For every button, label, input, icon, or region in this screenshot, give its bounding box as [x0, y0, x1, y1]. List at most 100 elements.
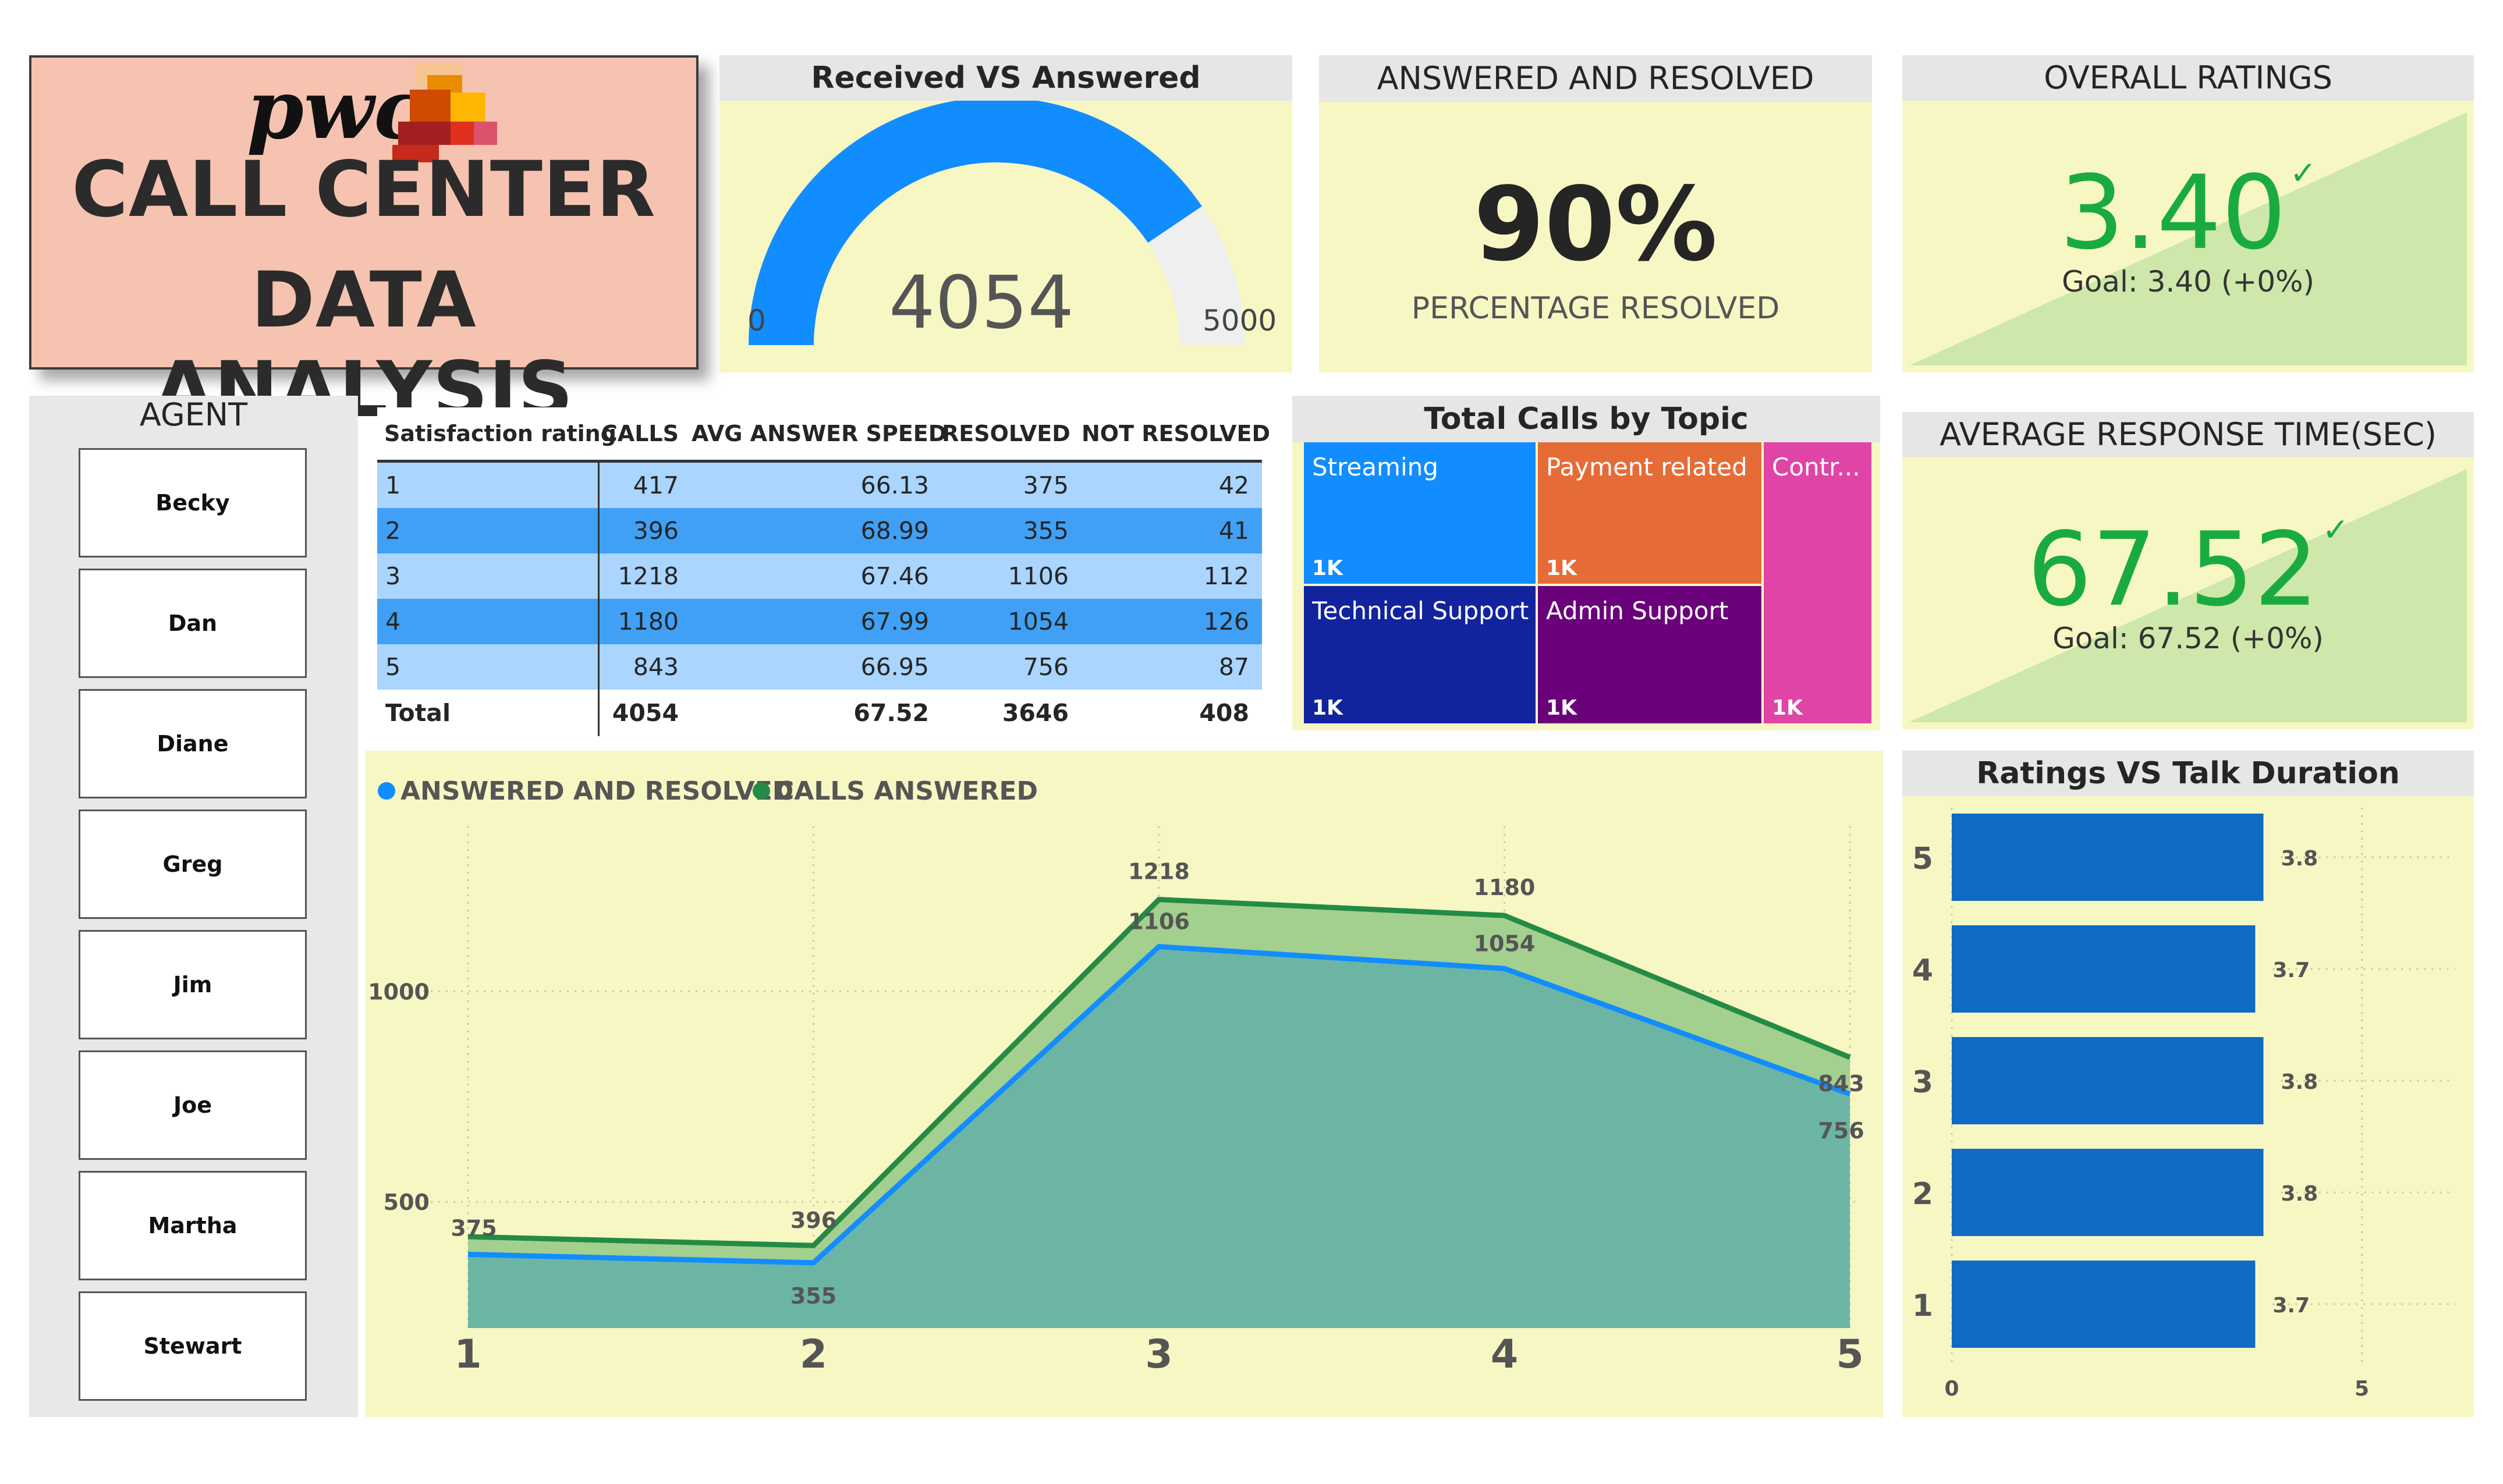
table-cell: 4054 [598, 690, 692, 736]
rating-bar[interactable] [1952, 1261, 2256, 1348]
x-tick-label: 0 [1944, 1377, 1959, 1401]
column-header[interactable]: AVG ANSWER SPEED [692, 407, 946, 463]
rating-bar[interactable] [1952, 1149, 2264, 1236]
pwc-logo-blocks-icon [392, 63, 497, 162]
gauge-fill [749, 101, 1202, 346]
x-tick-label: 1 [454, 1332, 481, 1378]
table-row: 1 417 66.13 375 42 [377, 461, 1262, 508]
treemap-tile-label: Streaming [1312, 453, 1438, 481]
table-cell: 3 [377, 553, 600, 599]
treemap-tile-streaming[interactable]: Streaming 1K [1304, 442, 1536, 584]
treemap-tile-value: 1K [1546, 696, 1577, 720]
column-header[interactable]: RESOLVED [942, 407, 1082, 463]
overall-ratings-number: 3.40 [2059, 154, 2286, 272]
agent-slicer: AGENT Becky Dan Diane Greg Jim Joe Marth… [29, 396, 358, 1417]
treemap-tile-admin[interactable]: Admin Support 1K [1538, 586, 1761, 723]
percentage-resolved-value: 90% [1473, 166, 1718, 284]
table-cell: 42 [1082, 461, 1262, 508]
table-cell: 355 [942, 508, 1082, 553]
agent-button-diane[interactable]: Diane [79, 689, 307, 798]
table-cell: 66.13 [692, 461, 942, 508]
y-tick-label: 2 [1912, 1177, 1933, 1212]
treemap-tile-value: 1K [1546, 556, 1577, 580]
treemap-tile-contract[interactable]: Contr... 1K [1764, 442, 1871, 723]
table-cell: 1106 [942, 553, 1082, 599]
table-cell: 5 [377, 644, 600, 690]
table-row: 2 396 68.99 355 41 [377, 508, 1262, 553]
y-tick-label: 500 [384, 1190, 430, 1215]
table-cell: 4 [377, 599, 600, 644]
x-tick-label: 5 [1836, 1332, 1863, 1378]
avg-response-title: AVERAGE RESPONSE TIME(SEC) [1902, 412, 2474, 457]
treemap-tile-payment[interactable]: Payment related 1K [1538, 442, 1761, 584]
table-cell: 1218 [598, 553, 692, 599]
table-cell: 417 [598, 461, 692, 508]
overall-ratings-card: OVERALL RATINGS 3.40 ✓ Goal: 3.40 (+0%) [1902, 55, 2474, 372]
rating-bar[interactable] [1952, 814, 2264, 901]
data-label-calls: 1218 [1128, 859, 1190, 885]
agent-button-stewart[interactable]: Stewart [79, 1291, 307, 1401]
column-header[interactable]: CALLS [598, 407, 692, 463]
column-header[interactable]: Satisfaction rating [377, 407, 616, 463]
table-cell: 67.52 [692, 690, 942, 736]
overall-ratings-title: OVERALL RATINGS [1902, 55, 2474, 101]
table-cell: 41 [1082, 508, 1262, 553]
treemap-tile-technical[interactable]: Technical Support 1K [1304, 586, 1536, 723]
overall-ratings-value: 3.40 ✓ [1902, 154, 2474, 272]
treemap-tile-value: 1K [1312, 696, 1343, 720]
table-cell: 756 [942, 644, 1082, 690]
ratings-bar-chart: 0 5 5 3.8 4 3.7 3 3.8 2 3.8 1 3.7 [1912, 808, 2455, 1401]
rating-bar[interactable] [1952, 925, 2256, 1013]
agent-button-becky[interactable]: Becky [79, 448, 307, 558]
ratings-talk-panel: Ratings VS Talk Duration 0 5 5 3.8 4 3.7 3 3.8 2… [1902, 751, 2474, 1417]
gauge-chart: 0 5000 4054 [747, 101, 1277, 346]
bar-value-label: 3.8 [2281, 1070, 2318, 1094]
agent-button-dan[interactable]: Dan [79, 569, 307, 678]
area-answered-resolved [468, 946, 1850, 1328]
table-cell: 843 [598, 644, 692, 690]
y-tick-label: 5 [1912, 842, 1933, 876]
data-label-resolved: 1054 [1474, 931, 1536, 956]
data-label-resolved: 375 [451, 1215, 497, 1241]
line-calls-answered [467, 897, 1851, 1248]
table-cell: 1054 [942, 599, 1082, 644]
answered-resolved-title: ANSWERED AND RESOLVED [1319, 55, 1872, 102]
percentage-resolved-label: PERCENTAGE RESOLVED [1411, 291, 1780, 326]
trend-triangle [1909, 469, 2467, 722]
avg-response-goal: Goal: 67.52 (+0%) [2052, 622, 2324, 655]
avg-response-number: 67.52 [2027, 511, 2319, 629]
agent-button-jim[interactable]: Jim [79, 930, 307, 1039]
table-cell: 87 [1082, 644, 1262, 690]
table-cell: 375 [942, 461, 1082, 508]
table-cell: 126 [1082, 599, 1262, 644]
bar-value-label: 3.7 [2272, 958, 2310, 982]
table-cell: 67.46 [692, 553, 942, 599]
table-cell: 408 [1082, 690, 1262, 736]
treemap-tile-value: 1K [1772, 696, 1803, 720]
gauge-title: Received VS Answered [719, 55, 1292, 101]
agent-button-martha[interactable]: Martha [79, 1171, 307, 1280]
bar-value-label: 3.8 [2281, 1182, 2318, 1206]
data-label-resolved: 756 [1818, 1118, 1864, 1144]
x-tick-label: 3 [1145, 1332, 1172, 1378]
overall-ratings-goal: Goal: 3.40 (+0%) [2061, 265, 2315, 299]
pwc-logo: pwc [218, 63, 520, 174]
bar-value-label: 3.8 [2281, 847, 2318, 871]
table-cell: 1 [377, 461, 600, 508]
agent-button-joe[interactable]: Joe [79, 1050, 307, 1160]
data-label-calls: 843 [1818, 1071, 1864, 1096]
table-cell: 2 [377, 508, 600, 553]
rating-bar[interactable] [1952, 1037, 2264, 1124]
logo-text: pwc [247, 62, 424, 158]
y-tick-label: 3 [1912, 1065, 1933, 1100]
legend-marker [753, 782, 770, 800]
data-label-resolved: 355 [790, 1283, 836, 1309]
column-header[interactable]: NOT RESOLVED [1082, 407, 1270, 463]
data-label-resolved: 1106 [1128, 909, 1190, 935]
table-cell: 1180 [598, 599, 692, 644]
area-chart-panel: ANSWERED AND RESOLVED CALLS ANSWERED 1 2 3… [366, 751, 1883, 1417]
agent-button-greg[interactable]: Greg [79, 810, 307, 919]
x-tick-label: 4 [1491, 1332, 1518, 1378]
treemap-tile-label: Technical Support [1312, 597, 1529, 625]
table-row: 5 843 66.95 756 87 [377, 644, 1262, 690]
